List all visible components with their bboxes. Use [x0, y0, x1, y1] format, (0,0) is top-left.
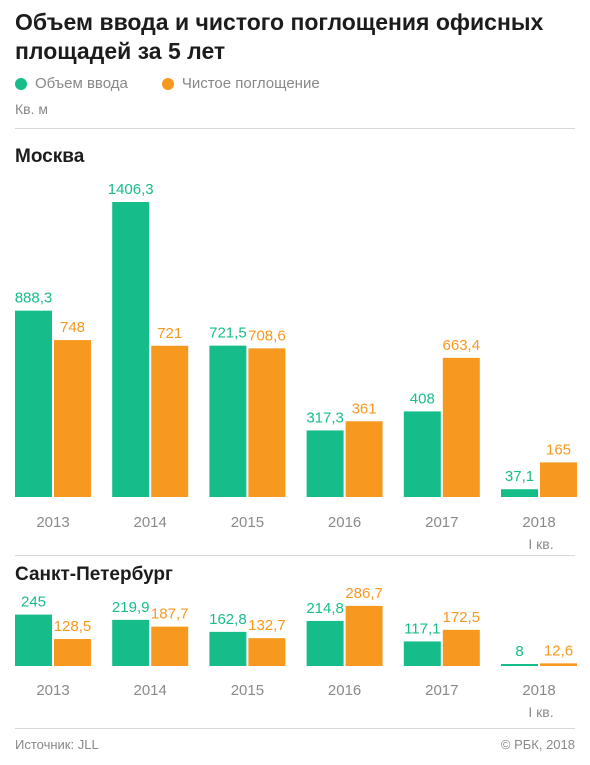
data-label-input-2013: 245 [21, 594, 46, 611]
x-tick-label-2017: 2017 [425, 514, 458, 531]
bar-absorption-2014 [151, 626, 189, 666]
legend-item-absorption: Чистое поглощение [161, 75, 320, 92]
bar-absorption-2015 [248, 638, 286, 666]
legend-label-absorption: Чистое поглощение [181, 75, 320, 92]
data-label-absorption-2015: 132,7 [248, 617, 286, 634]
data-label-input-2013: 888,3 [15, 290, 53, 307]
data-label-input-2014: 219,9 [112, 599, 150, 616]
data-label-absorption-2014: 721 [157, 325, 182, 342]
bar-input-2015 [209, 631, 247, 666]
bar-input-2016 [306, 620, 344, 666]
bar-input-2013 [15, 310, 52, 497]
x-tick-label-2014: 2014 [134, 514, 167, 531]
bar-absorption-2017 [442, 629, 480, 666]
data-label-input-2015: 721,5 [209, 325, 247, 342]
data-label-input-2015: 162,8 [209, 611, 247, 628]
bar-absorption-2017 [442, 357, 480, 497]
data-label-absorption-2013: 748 [60, 319, 85, 336]
bar-input-2018 [501, 489, 538, 497]
data-label-input-2016: 214,8 [306, 600, 344, 617]
divider-top [15, 128, 575, 129]
bar-input-2013 [15, 614, 52, 666]
data-label-input-2016: 317,3 [306, 409, 344, 426]
data-label-input-2017: 408 [410, 390, 435, 407]
legend: Объем ввода Чистое поглощение [15, 75, 320, 92]
bar-input-2014 [112, 619, 150, 666]
bar-input-2016 [306, 430, 344, 497]
x-tick-label-2016: 2016 [328, 682, 361, 699]
data-label-absorption-2018: 12,6 [544, 642, 573, 659]
section-title-moscow: Москва [15, 146, 85, 167]
bar-input-2017 [403, 411, 441, 497]
chart-title: Объем ввода и чистого поглощения офисных… [15, 9, 544, 64]
bar-absorption-2016 [345, 605, 383, 666]
source-note: Источник: JLL [15, 737, 99, 752]
data-label-absorption-2018: 165 [546, 441, 571, 458]
data-label-absorption-2017: 172,5 [443, 609, 481, 626]
x-tick-label-2014: 2014 [134, 682, 167, 699]
legend-item-input: Объем ввода [15, 75, 128, 92]
x-tick-label-2013: 2013 [36, 682, 69, 699]
chart-spb: 245 128,5 2013 219,9 187,7 2014 162,8 132,7 2015… [15, 585, 577, 720]
data-label-absorption-2016: 286,7 [345, 585, 383, 602]
data-label-input-2018: 37,1 [505, 468, 534, 485]
x-tick-label-2016: 2016 [328, 514, 361, 531]
x-tick-label-2015: 2015 [231, 514, 264, 531]
bar-absorption-2018 [540, 663, 577, 666]
bar-input-2017 [403, 641, 441, 666]
data-label-absorption-2016: 361 [352, 400, 377, 417]
data-label-absorption-2013: 128,5 [54, 618, 92, 635]
section-title-spb: Санкт-Петербург [15, 564, 173, 585]
bar-absorption-2015 [248, 348, 286, 497]
x-tick-sublabel-2018: I кв. [528, 536, 553, 552]
bar-absorption-2013 [54, 639, 91, 666]
bar-absorption-2013 [54, 340, 91, 497]
bar-absorption-2014 [151, 345, 189, 497]
x-tick-label-2013: 2013 [36, 514, 69, 531]
data-label-input-2017: 117,1 [404, 620, 440, 637]
data-label-absorption-2014: 187,7 [151, 606, 189, 623]
x-tick-label-2015: 2015 [231, 682, 264, 699]
bar-absorption-2016 [345, 421, 383, 497]
x-tick-label-2018: 2018 [522, 514, 555, 531]
divider-bottom [15, 728, 575, 729]
legend-label-input: Объем ввода [35, 75, 128, 92]
legend-swatch-input [15, 77, 27, 90]
data-label-absorption-2015: 708,6 [248, 327, 286, 344]
bar-input-2014 [112, 202, 150, 497]
bar-input-2015 [209, 345, 247, 497]
divider-middle [15, 555, 575, 556]
chart-moscow: 888,3 748 2013 1406,3 721 2014 721,5 708,6 2015 3… [15, 181, 577, 552]
bar-absorption-2018 [540, 462, 577, 497]
copyright-note: © РБК, 2018 [500, 737, 575, 752]
bar-input-2018 [501, 664, 538, 666]
units-label: Кв. м [15, 101, 48, 117]
data-label-input-2014: 1406,3 [108, 181, 154, 198]
data-label-input-2018: 8 [515, 643, 523, 660]
x-tick-label-2017: 2017 [425, 682, 458, 699]
x-tick-label-2018: 2018 [522, 682, 555, 699]
x-tick-sublabel-2018: I кв. [528, 704, 553, 720]
data-label-absorption-2017: 663,4 [443, 337, 481, 354]
legend-swatch-absorption [161, 77, 174, 90]
